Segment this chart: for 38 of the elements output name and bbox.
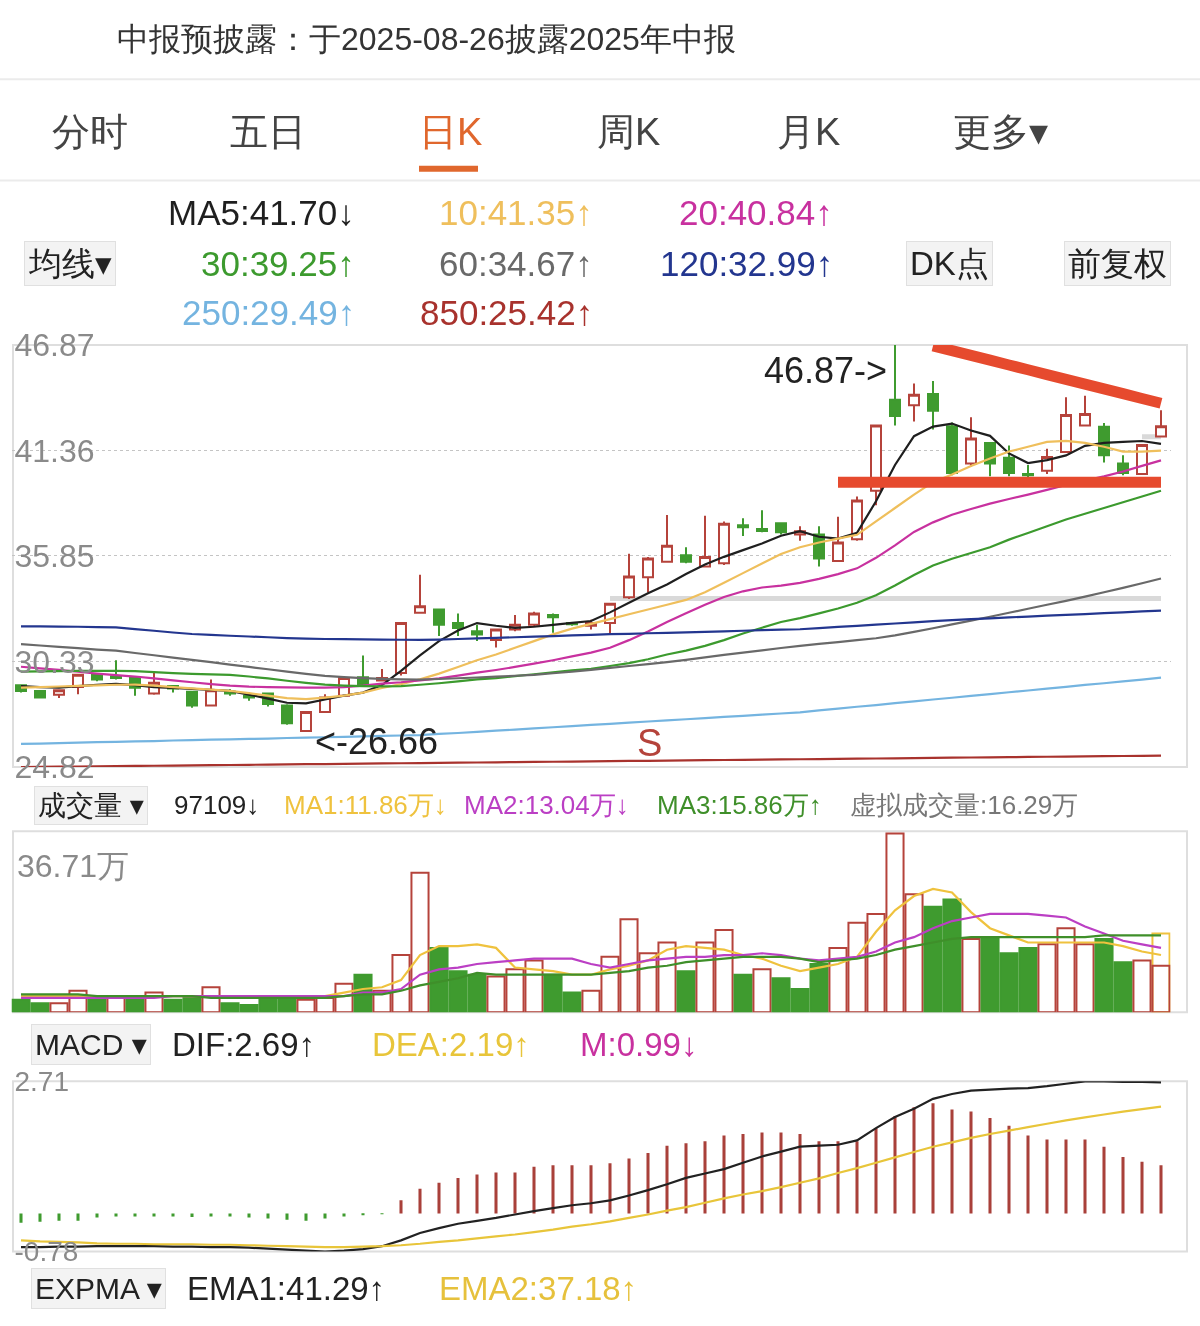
text: MA3:15.86万↑ [657,790,822,820]
text: 前复权 [1068,245,1167,282]
text: 97109↓ [174,790,260,820]
y-tick-label: 46.87 [14,327,95,364]
text: M:0.99↓ [580,1026,698,1063]
text: 月K [777,111,841,153]
annotation: 46.87-> [764,350,888,391]
text: MA5:41.70↓ [168,193,355,232]
text: 10:41.35↑ [439,193,593,232]
text: EMA1:41.29↑ [187,1270,386,1307]
text: DEA:2.19↑ [372,1026,530,1063]
text: 虚拟成交量:16.29万 [850,790,1079,820]
text: 20:40.84↑ [679,193,833,232]
text: 60:34.67↑ [439,244,593,283]
text: 250:29.49↑ [182,293,356,332]
annotation: 36.71万 [17,848,130,884]
chart-title: 中报预披露：于2025-08-26披露2025年中报 [117,21,736,57]
text: EMA2:37.18↑ [439,1270,638,1307]
y-tick-label: 41.36 [14,432,95,469]
text: 周K [597,111,661,153]
text: 日K [419,111,483,153]
text: MA2:13.04万↓ [464,790,629,820]
chart-title: MACD ▾ [35,1028,147,1061]
text: EXPMA ▾ [35,1272,162,1305]
y-tick-label: 35.85 [14,538,95,575]
text: DIF:2.69↑ [172,1026,316,1063]
chart-title: 成交量 ▾ [38,790,144,821]
text: DK点 [910,245,989,282]
y-tick-label: 2.71 [14,1066,69,1098]
annotation: S [637,722,663,764]
text: 120:32.99↑ [660,244,834,283]
text: 五日 [230,111,306,153]
text: 分时 [52,111,128,153]
text: 更多▾ [953,111,1049,153]
text: MA1:11.86万↓ [284,790,447,820]
text: 30:39.25↑ [201,244,355,283]
text: 均线▾ [28,245,112,282]
text: 850:25.42↑ [420,293,594,332]
